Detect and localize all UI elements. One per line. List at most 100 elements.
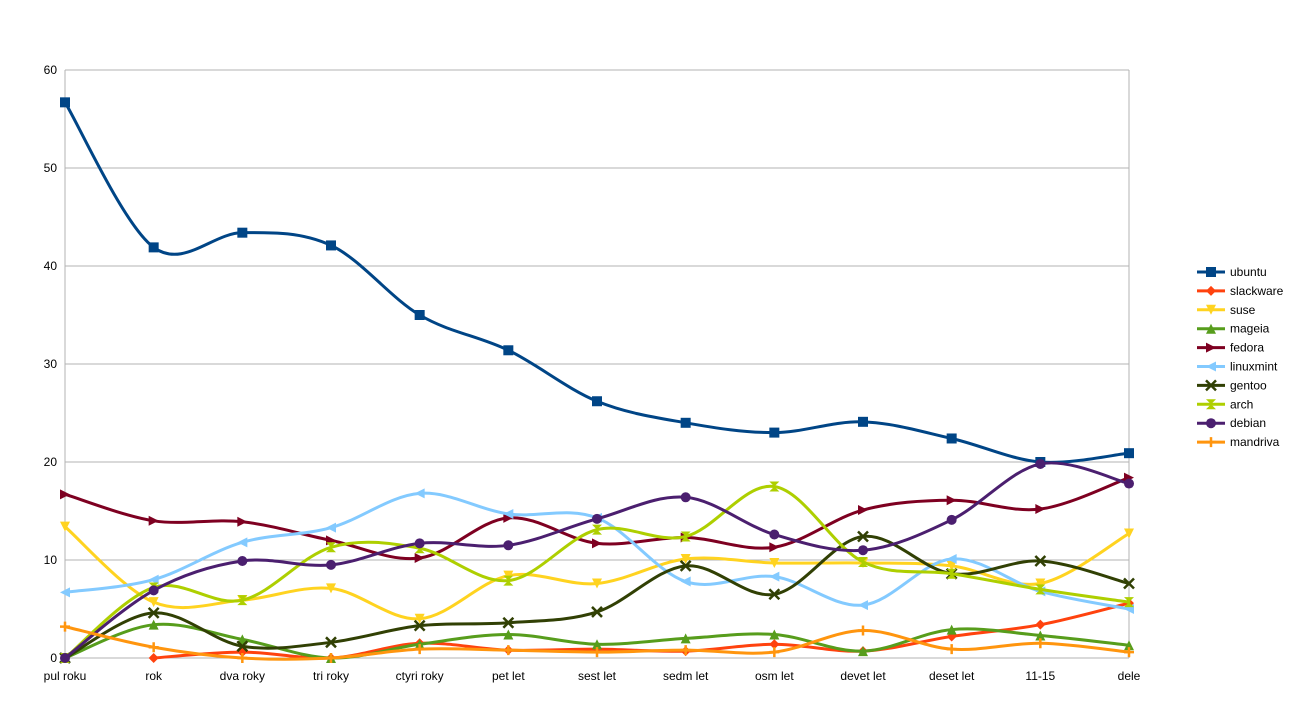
data-point-gentoo bbox=[1034, 555, 1047, 567]
legend-swatch-marker bbox=[1205, 379, 1217, 392]
series-ubuntu bbox=[60, 97, 1134, 467]
data-point-mageia bbox=[680, 633, 691, 644]
data-point-gentoo bbox=[236, 640, 249, 653]
data-point-linuxmint bbox=[946, 554, 957, 565]
data-point-gentoo bbox=[325, 636, 337, 649]
data-point-mandriva bbox=[1035, 638, 1046, 649]
data-point-debian bbox=[148, 585, 159, 596]
data-point-debian bbox=[414, 538, 425, 549]
data-point-arch bbox=[1124, 597, 1134, 608]
data-point-suse bbox=[414, 613, 425, 624]
data-point-debian bbox=[326, 559, 336, 570]
data-point-ubuntu bbox=[60, 97, 70, 108]
data-point-ubuntu bbox=[414, 310, 425, 320]
data-point-mageia bbox=[503, 629, 514, 640]
legend-entry-mageia: mageia bbox=[1197, 322, 1270, 336]
data-point-linuxmint bbox=[503, 508, 514, 519]
legend-entry-arch: arch bbox=[1197, 397, 1253, 411]
data-point-arch bbox=[592, 524, 602, 535]
data-point-linuxmint bbox=[680, 576, 691, 587]
legend-swatch-marker bbox=[1206, 342, 1216, 353]
data-point-mageia bbox=[858, 646, 868, 657]
data-point-mandriva bbox=[60, 621, 70, 632]
data-point-mandriva bbox=[769, 647, 780, 658]
data-point-fedora bbox=[503, 512, 514, 523]
legend-swatch-marker bbox=[1206, 304, 1216, 315]
data-point-debian bbox=[858, 545, 868, 556]
data-point-ubuntu bbox=[592, 396, 602, 407]
series-mandriva bbox=[60, 621, 1134, 663]
data-point-suse bbox=[1124, 528, 1134, 539]
data-point-fedora bbox=[592, 538, 602, 549]
legend-entry-slackware: slackware bbox=[1197, 284, 1284, 298]
x-tick-label: sedm let bbox=[663, 669, 709, 683]
data-point-fedora bbox=[237, 516, 248, 527]
data-point-gentoo bbox=[502, 616, 515, 629]
data-point-fedora bbox=[414, 553, 425, 564]
y-tick-label: 40 bbox=[44, 259, 58, 273]
series-lines bbox=[59, 97, 1135, 664]
legend-entry-fedora: fedora bbox=[1197, 341, 1264, 355]
data-point-gentoo bbox=[591, 606, 603, 618]
x-tick-label: ctyri roky bbox=[396, 669, 444, 683]
legend: ubuntu slackware suse mageia fedora linuxmint… bbox=[1197, 265, 1284, 449]
data-point-linuxmint bbox=[769, 571, 780, 582]
y-tick-label: 30 bbox=[44, 357, 58, 371]
legend-swatch-marker bbox=[1206, 399, 1216, 410]
x-tick-label: tri roky bbox=[313, 669, 349, 683]
x-tick-label: dele bbox=[1118, 669, 1141, 683]
data-point-gentoo bbox=[679, 559, 692, 572]
legend-swatch-marker bbox=[1206, 323, 1216, 334]
data-point-gentoo bbox=[413, 619, 426, 632]
data-point-fedora bbox=[946, 495, 957, 506]
data-point-fedora bbox=[148, 515, 159, 526]
data-point-ubuntu bbox=[237, 227, 248, 238]
series-debian bbox=[60, 458, 1134, 663]
data-point-suse bbox=[148, 597, 159, 608]
data-point-mageia bbox=[946, 624, 957, 635]
x-tick-label: deset let bbox=[929, 669, 975, 683]
data-point-mandriva bbox=[148, 642, 159, 653]
x-tick-label: dva roky bbox=[220, 669, 265, 683]
data-point-suse bbox=[680, 554, 691, 565]
y-tick-label: 50 bbox=[44, 161, 58, 175]
data-point-ubuntu bbox=[503, 345, 514, 356]
x-tick-label: 11-15 bbox=[1025, 669, 1055, 683]
data-point-debian bbox=[946, 514, 957, 525]
data-point-mandriva bbox=[946, 644, 957, 655]
legend-label: fedora bbox=[1230, 341, 1264, 355]
legend-label: mageia bbox=[1230, 322, 1270, 336]
data-point-mageia bbox=[769, 629, 780, 640]
data-point-arch bbox=[769, 481, 780, 492]
data-point-gentoo bbox=[1123, 577, 1135, 590]
x-tick-label: rok bbox=[145, 669, 163, 683]
legend-entry-linuxmint: linuxmint bbox=[1197, 360, 1278, 374]
data-point-mandriva bbox=[237, 653, 248, 663]
data-point-mandriva bbox=[503, 645, 514, 656]
data-point-linuxmint bbox=[60, 587, 70, 598]
x-tick-label: pet let bbox=[492, 669, 525, 683]
x-tick-label: pul roku bbox=[44, 669, 87, 683]
data-point-arch bbox=[858, 556, 868, 567]
data-point-suse bbox=[1035, 578, 1046, 589]
legend-entry-ubuntu: ubuntu bbox=[1197, 265, 1267, 279]
data-point-fedora bbox=[1035, 504, 1046, 515]
data-point-arch bbox=[326, 542, 336, 553]
legend-entry-mandriva: mandriva bbox=[1197, 435, 1280, 449]
legend-label: gentoo bbox=[1230, 378, 1267, 392]
data-point-linuxmint bbox=[858, 600, 868, 611]
legend-label: suse bbox=[1230, 303, 1256, 317]
data-point-slackware bbox=[148, 653, 159, 663]
series-fedora bbox=[60, 472, 1134, 564]
data-point-mageia bbox=[1124, 640, 1134, 651]
data-point-suse bbox=[326, 583, 336, 594]
data-point-ubuntu bbox=[858, 416, 868, 427]
data-point-ubuntu bbox=[769, 427, 780, 438]
data-point-debian bbox=[1035, 458, 1046, 469]
data-point-mandriva bbox=[858, 625, 868, 636]
x-tick-label: osm let bbox=[755, 669, 794, 683]
data-point-fedora bbox=[60, 489, 70, 500]
series-arch bbox=[60, 481, 1134, 663]
x-tick-label: devet let bbox=[840, 669, 886, 683]
legend-swatch-marker bbox=[1206, 267, 1216, 277]
